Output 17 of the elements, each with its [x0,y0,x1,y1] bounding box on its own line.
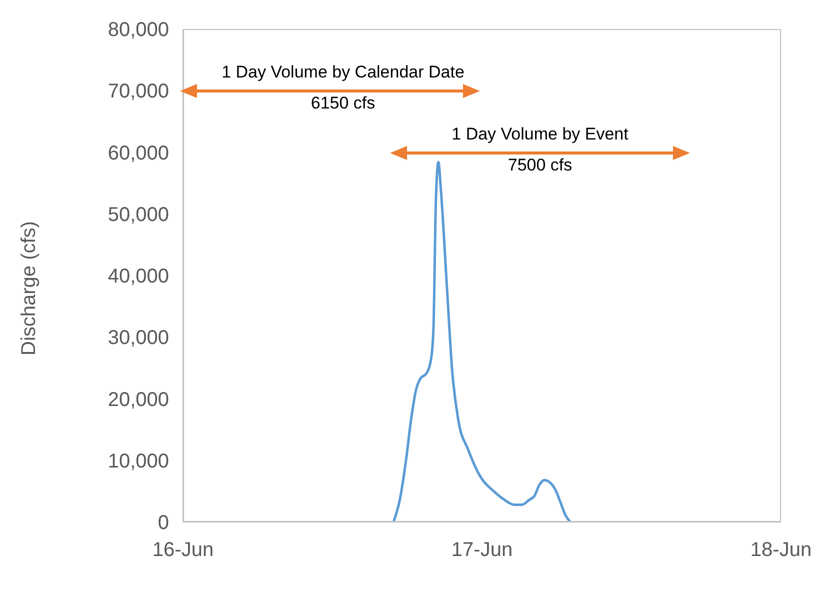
annotation: 1 Day Volume by Event [452,124,629,144]
y-tick-label: 0 [158,512,169,534]
annotation: 6150 cfs [310,93,376,112]
y-tick-label: 80,000 [108,19,169,42]
x-tick-label: 17-Jun [451,539,513,562]
x-tick-label: 16-Jun [152,539,214,562]
y-tick-label: 50,000 [108,204,169,226]
y-tick-label: 10,000 [108,450,169,472]
y-tick-label: 40,000 [108,266,169,288]
y-tick-label: 70,000 [108,80,169,103]
y-axis-title: Discharge (cfs) [18,221,40,356]
annotation: 1 Day Volume by Calendar Date [222,62,464,82]
annotation: 7500 cfs [508,155,572,174]
y-tick-label: 60,000 [108,142,169,164]
y-tick-label: 20,000 [108,388,169,411]
x-tick-label: 18-Jun [750,539,812,562]
y-tick-label: 30,000 [108,327,169,350]
